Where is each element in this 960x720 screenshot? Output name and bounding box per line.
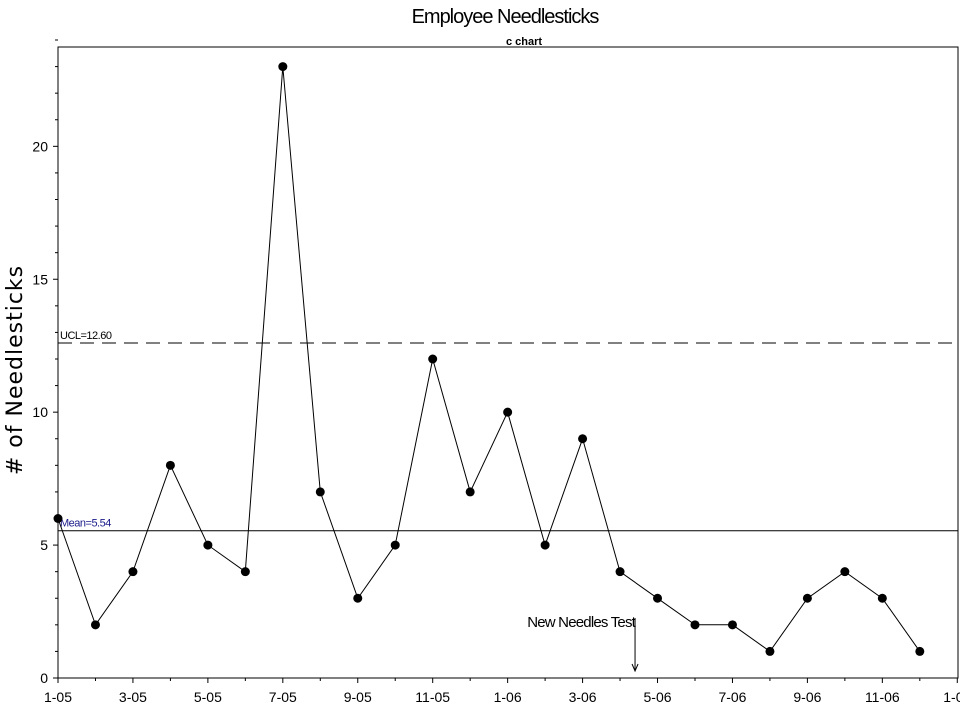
data-point	[727, 620, 737, 630]
data-point	[315, 487, 325, 497]
y-axis-label: # of Needlesticks	[3, 265, 28, 475]
y-tick-label: 5	[40, 537, 48, 553]
x-tick-label: 3-05	[119, 689, 147, 705]
data-point	[915, 646, 925, 656]
x-tick-label: 3-06	[569, 689, 597, 705]
data-point	[615, 567, 625, 577]
y-tick-label: 15	[32, 271, 48, 287]
x-tick-label: 1-05	[44, 689, 72, 705]
series-line	[57, 66, 921, 653]
data-point	[578, 434, 588, 444]
data-point	[802, 593, 812, 603]
data-point	[278, 62, 288, 72]
data-point	[53, 514, 63, 523]
data-point	[165, 460, 175, 470]
data-point	[653, 593, 663, 603]
plot-frame	[57, 46, 959, 679]
data-point	[840, 567, 850, 577]
data-point	[240, 567, 250, 577]
x-tick-label: 7-05	[269, 689, 297, 705]
x-tick-label: 11-06	[865, 689, 900, 705]
data-point	[428, 354, 438, 364]
x-tick-label: 11-05	[415, 689, 450, 705]
x-tick-label: 1-06	[494, 689, 522, 705]
chart-subtitle: c chart	[506, 36, 542, 48]
ucl-label: UCL=12.60	[60, 330, 112, 342]
data-point	[877, 593, 887, 603]
data-point	[540, 540, 550, 550]
x-tick-label: 5-05	[194, 689, 222, 705]
mean-label: Mean=5.54	[60, 518, 111, 530]
data-point	[465, 487, 475, 497]
data-point	[128, 567, 138, 577]
data-point	[203, 540, 213, 550]
y-tick-label: 20	[32, 138, 48, 154]
data-point	[390, 540, 400, 550]
x-tick-label: 1-07	[943, 689, 960, 705]
annotation-arrow-head	[631, 663, 639, 673]
data-point	[765, 646, 775, 656]
y-tick-label: 0	[40, 670, 48, 686]
data-point	[503, 407, 513, 417]
x-tick-label: 7-06	[718, 689, 746, 705]
annotation-label: New Needles Test	[527, 614, 636, 631]
x-tick-label: 5-06	[644, 689, 672, 705]
plot-area: 0 5 10 15 20 1-05 3-05 5-05 7-05 9-05 11-05 1-06 3-0…	[32, 39, 960, 705]
data-point	[90, 620, 100, 630]
y-tick-label: 10	[32, 404, 48, 420]
data-point	[690, 620, 700, 630]
x-tick-label: 9-06	[793, 689, 821, 705]
chart-title: Employee Needlesticks	[412, 6, 600, 28]
x-tick-label: 9-05	[344, 689, 372, 705]
data-point	[353, 593, 363, 603]
